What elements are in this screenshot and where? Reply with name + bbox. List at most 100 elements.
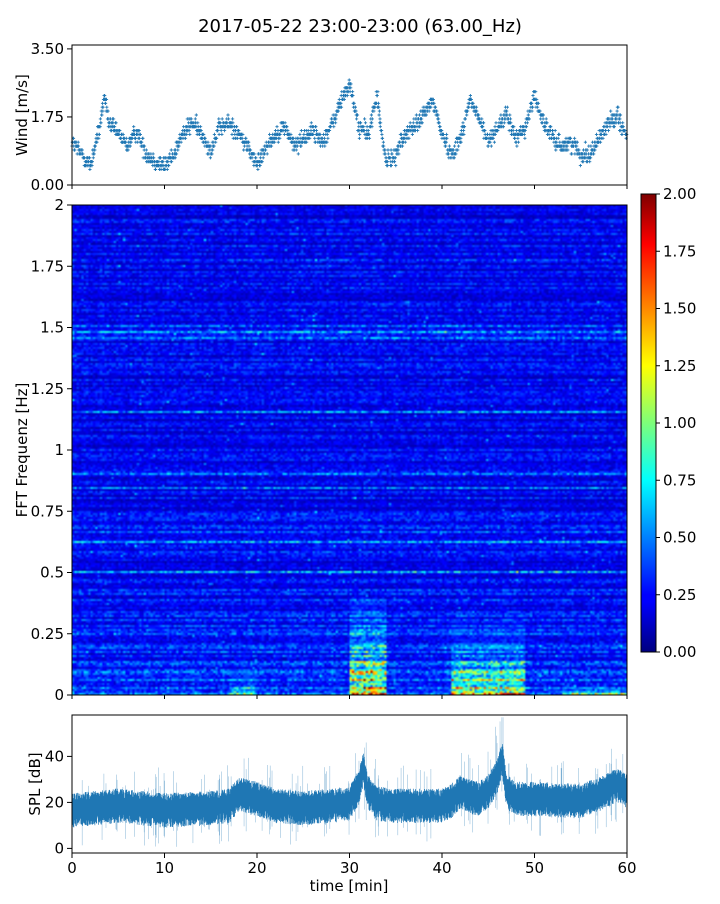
- wind-point: [132, 125, 136, 129]
- wind-point: [536, 101, 541, 105]
- wind-point: [114, 121, 118, 125]
- wind-point: [383, 148, 387, 152]
- wind-point: [188, 132, 192, 136]
- wind-point: [236, 136, 240, 140]
- wind-point: [530, 101, 534, 105]
- wind-point: [376, 101, 381, 105]
- wind-point: [242, 144, 246, 148]
- wind-point: [475, 109, 479, 113]
- wind-point: [385, 160, 389, 164]
- wind-point: [389, 164, 393, 168]
- wind-point: [283, 121, 287, 125]
- wind-point: [588, 160, 592, 164]
- wind-point: [386, 148, 390, 152]
- wind-point: [501, 125, 505, 129]
- wind-point: [254, 156, 258, 160]
- wind-point: [363, 121, 368, 125]
- wind-point: [216, 129, 220, 133]
- wind-point: [499, 113, 503, 117]
- wind-point: [208, 156, 212, 160]
- wind-point: [326, 136, 330, 140]
- wind-point: [258, 164, 262, 168]
- colorbar-tick-label: 2.00: [663, 185, 696, 203]
- spectrogram-y-tick-label: 1.5: [40, 319, 64, 337]
- wind-point: [598, 140, 603, 144]
- wind-point: [370, 125, 374, 129]
- colorbar-tick-label: 1.50: [663, 300, 696, 318]
- wind-point: [100, 113, 104, 117]
- wind-point: [592, 152, 596, 156]
- wind-point: [538, 109, 542, 113]
- wind-point: [438, 125, 442, 129]
- wind-point: [124, 136, 128, 140]
- wind-point: [581, 160, 585, 164]
- wind-point: [352, 101, 356, 105]
- wind-point: [138, 132, 142, 136]
- wind-point: [90, 164, 94, 168]
- wind-point: [612, 125, 616, 129]
- spectrogram-x-ticks: [71, 695, 628, 699]
- spectrogram-heatmap: [72, 205, 627, 695]
- spl-panel: 0 20 40 0 10 20 30 40 50 60 SPL [dB] time [min]: [26, 714, 637, 895]
- wind-point: [468, 94, 472, 98]
- wind-point: [566, 148, 570, 152]
- wind-point: [496, 129, 500, 133]
- colorbar-gradient: [640, 193, 657, 653]
- wind-point: [247, 140, 251, 144]
- wind-point: [214, 140, 218, 144]
- wind-point: [394, 164, 398, 168]
- spl-x-ticks: 0 10 20 30 40 50 60: [67, 853, 637, 877]
- wind-point: [95, 140, 99, 144]
- wind-point: [433, 105, 438, 109]
- wind-point: [76, 140, 80, 144]
- wind-point: [416, 129, 420, 133]
- wind-point: [565, 144, 569, 148]
- wind-point: [220, 117, 224, 121]
- wind-point: [608, 125, 612, 129]
- wind-point: [336, 109, 340, 113]
- wind-point: [494, 121, 498, 125]
- wind-point: [73, 148, 77, 152]
- spl-y-tick-label: 0: [54, 839, 64, 857]
- wind-point: [133, 136, 138, 140]
- wind-point: [417, 113, 422, 117]
- wind-point: [219, 129, 223, 133]
- wind-point: [527, 117, 531, 121]
- wind-point: [258, 156, 262, 160]
- wind-point: [502, 121, 506, 125]
- wind-point: [269, 144, 274, 148]
- wind-point: [349, 82, 353, 86]
- wind-point: [80, 148, 84, 152]
- wind-point: [357, 136, 361, 140]
- wind-point: [392, 160, 397, 164]
- wind-point: [411, 121, 415, 125]
- wind-point: [285, 125, 289, 129]
- wind-point: [606, 129, 611, 133]
- spl-x-label: time [min]: [310, 877, 389, 895]
- wind-point: [104, 101, 108, 105]
- wind-point: [396, 148, 400, 152]
- wind-point: [309, 129, 313, 133]
- wind-point: [530, 109, 534, 113]
- wind-point: [429, 105, 433, 109]
- spl-x-tick-label: 50: [525, 859, 544, 877]
- wind-point: [349, 86, 353, 90]
- wind-point: [88, 167, 92, 171]
- spectrogram-panel: 0 0.25 0.5 0.75 1 1.25 1.5 1.75 2 FFT Frequenz […: [13, 196, 628, 704]
- wind-point: [466, 109, 470, 113]
- wind-point: [295, 144, 299, 148]
- spl-x-tick-label: 40: [432, 859, 451, 877]
- spectrogram-y-tick-label: 0: [54, 686, 64, 704]
- spl-y-ticks: 0 20 40: [45, 747, 72, 857]
- wind-point: [489, 144, 493, 148]
- wind-point: [173, 156, 177, 160]
- wind-point: [140, 140, 144, 144]
- wind-point: [226, 113, 230, 117]
- wind-point: [179, 140, 183, 144]
- wind-point: [199, 125, 203, 129]
- wind-point: [370, 121, 374, 125]
- wind-point: [169, 148, 173, 152]
- wind-point: [461, 121, 465, 125]
- wind-scatter-points: [70, 78, 629, 171]
- wind-point: [250, 156, 254, 160]
